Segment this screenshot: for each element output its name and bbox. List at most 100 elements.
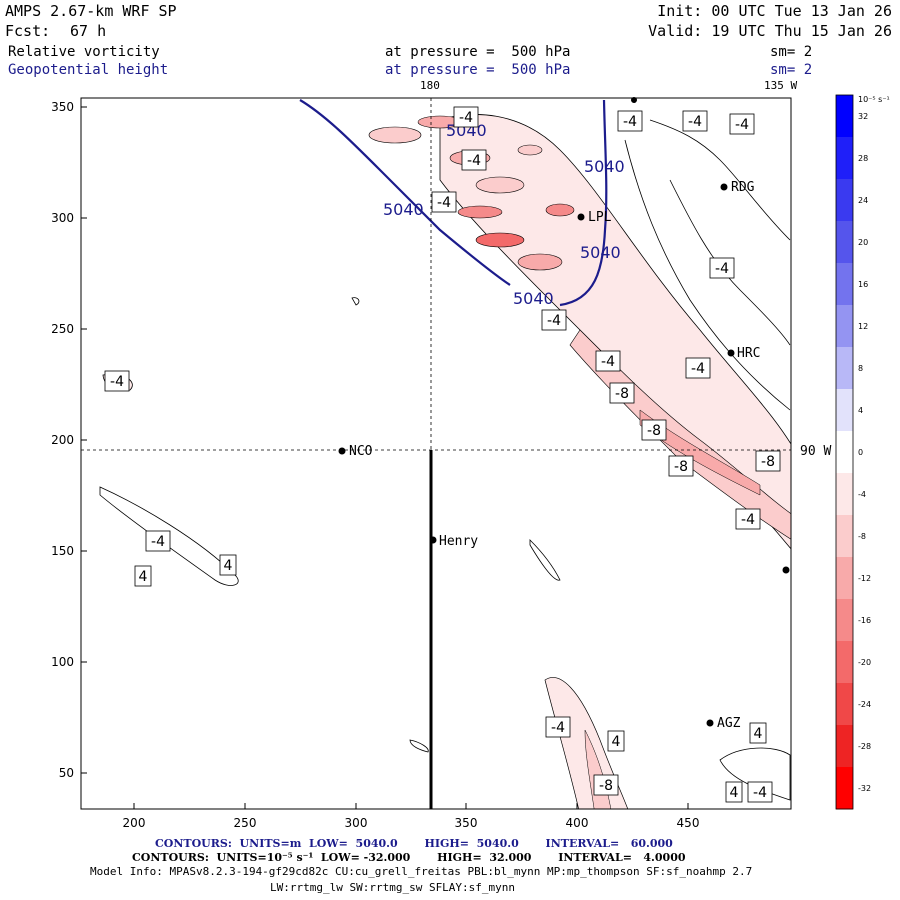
colorbar-swatch — [836, 221, 853, 264]
vorticity-label-box — [755, 450, 781, 472]
plot-frame — [80, 97, 792, 810]
colorbar-swatch — [836, 599, 853, 642]
colorbar-swatch — [836, 137, 853, 180]
vorticity-cell — [368, 126, 422, 144]
vorticity-label: -4 — [110, 374, 124, 390]
colorbar-swatch — [836, 347, 853, 390]
vorticity-label: -4 — [741, 512, 755, 528]
height-label: 5040 — [580, 243, 621, 262]
station-label-nco: NCO — [349, 444, 373, 459]
station-dot-nco — [338, 447, 346, 455]
vorticity-label: -8 — [674, 459, 688, 475]
geopotential-height-contour-5040-west — [299, 99, 511, 286]
station-label-lpl: LPL — [588, 210, 612, 225]
vorticity-label-box — [725, 781, 743, 803]
vorticity-label-box — [668, 455, 694, 477]
vorticity-contour — [649, 119, 791, 241]
colorbar-tick-label: 24 — [858, 196, 868, 205]
colorbar-tick-label: 16 — [858, 280, 868, 289]
vorticity-label: -4 — [688, 114, 702, 130]
colorbar-tick-label: -28 — [858, 742, 871, 751]
colorbar-tick-label: 28 — [858, 154, 868, 163]
colorbar-tick-label: 0 — [858, 448, 863, 457]
vorticity-contour-positive — [99, 486, 239, 586]
footer-contours-height: CONTOURS: UNITS=m LOW= 5040.0 HIGH= 5040… — [155, 837, 673, 850]
vorticity-label: -4 — [437, 195, 451, 211]
colorbar-tick-label: 12 — [858, 322, 868, 331]
vorticity-label: -8 — [599, 778, 613, 794]
station-dot-top — [631, 97, 637, 103]
y-tick-label: 200 — [51, 433, 74, 447]
vorticity-label: -8 — [761, 454, 775, 470]
colorbar-swatch — [836, 389, 853, 432]
station-label-rdg: RDG — [731, 180, 755, 195]
vorticity-label: -4 — [151, 534, 165, 550]
forecast-label: Fcst: — [5, 22, 51, 40]
footer-model-info: Model Info: MPASv8.2.3-194-gf29cd82c CU:… — [90, 865, 753, 878]
field2-level: at pressure = 500 hPa — [385, 62, 571, 78]
vorticity-label: -4 — [691, 361, 705, 377]
vorticity-label: 4 — [139, 569, 148, 585]
vorticity-label-box — [545, 716, 571, 738]
vorticity-label-box — [749, 722, 767, 744]
vorticity-label-box — [682, 110, 708, 132]
vorticity-label: 4 — [612, 734, 621, 750]
footer-model-info-2: LW:rrtmg_lw SW:rrtmg_sw SFLAY:sf_mynn — [270, 881, 516, 894]
valid-time: Valid: 19 UTC Thu 15 Jan 26 — [648, 22, 892, 40]
lon-label-180: 180 — [420, 79, 440, 92]
field1-level: at pressure = 500 hPa — [385, 44, 571, 60]
colorbar-tick-label: -8 — [858, 532, 866, 541]
y-tick-label: 350 — [51, 100, 74, 114]
vorticity-contour — [669, 179, 791, 346]
vorticity-cell — [517, 144, 543, 156]
station-label-hrc: HRC — [737, 346, 760, 361]
x-tick-label: 250 — [234, 816, 257, 830]
vorticity-label: 4 — [224, 558, 233, 574]
x-tick-label: 200 — [123, 816, 146, 830]
station-label-henry: Henry — [439, 534, 478, 549]
vorticity-label-box — [607, 730, 625, 752]
y-tick-label: 250 — [51, 322, 74, 336]
vorticity-label: -8 — [615, 386, 629, 402]
colorbar-tick-label: -4 — [858, 490, 866, 499]
vorticity-cell — [475, 176, 525, 194]
y-tick-label: 100 — [51, 655, 74, 669]
station-dot-edge — [782, 566, 790, 574]
vorticity-label: -4 — [623, 114, 637, 130]
colorbar-swatch — [836, 725, 853, 768]
field1-name: Relative vorticity — [8, 44, 160, 60]
vorticity-label-box — [593, 774, 619, 796]
colorbar-swatch — [836, 641, 853, 684]
height-label: 5040 — [383, 200, 424, 219]
vorticity-label: -8 — [647, 423, 661, 439]
vorticity-label-box — [617, 110, 643, 132]
height-label: 5040 — [584, 157, 625, 176]
colorbar-swatch — [836, 557, 853, 600]
vorticity-label: -4 — [551, 720, 565, 736]
colorbar-swatch — [836, 431, 853, 474]
vorticity-label-box — [219, 554, 237, 576]
vorticity-label-box — [609, 382, 635, 404]
init-time: Init: 00 UTC Tue 13 Jan 26 — [657, 2, 892, 20]
vorticity-label-box — [747, 781, 773, 803]
vorticity-contour — [719, 747, 791, 801]
vorticity-contour — [529, 539, 561, 581]
colorbar-swatch — [836, 515, 853, 558]
vorticity-cell — [517, 253, 563, 271]
field2-smoothing: sm= 2 — [770, 62, 813, 78]
colorbar-swatch — [836, 263, 853, 306]
vorticity-label-box — [641, 419, 667, 441]
vorticity-contour — [624, 139, 791, 411]
colorbar-swatch — [836, 305, 853, 348]
vorticity-shading-core2 — [639, 409, 761, 496]
vorticity-label-box — [453, 106, 479, 128]
station-markers: NCO Henry RDG HRC AGZ LPL — [338, 97, 790, 731]
vorticity-label: 4 — [754, 726, 763, 742]
colorbar-tick-label: 4 — [858, 406, 863, 415]
colorbar-swatch — [836, 683, 853, 726]
colorbar-tick-label: -20 — [858, 658, 871, 667]
vorticity-label-box — [709, 257, 735, 279]
colorbar-tick-label: -12 — [858, 574, 871, 583]
vorticity-cell — [475, 232, 525, 248]
